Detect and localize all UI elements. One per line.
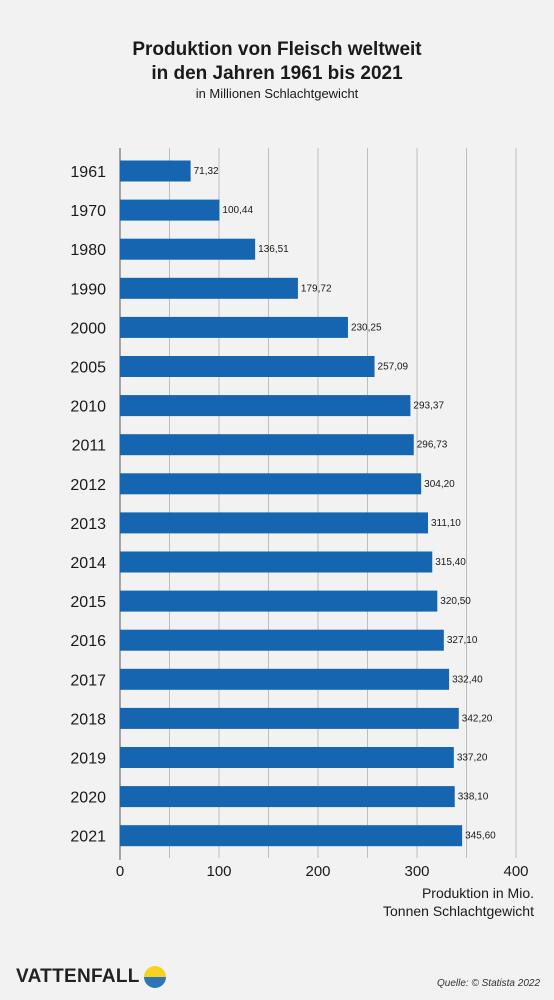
bar [120, 668, 450, 690]
data-label: 327,10 [447, 635, 478, 646]
bar [120, 707, 459, 729]
chart-subtitle: in Millionen Schlachtgewicht [195, 86, 359, 101]
bar [120, 160, 191, 182]
bar [120, 551, 433, 573]
data-label: 257,09 [378, 362, 409, 373]
bar [120, 395, 411, 417]
bar [120, 473, 422, 495]
bar-chart: 0 100 200 300 400 1961 71,32 1970 100,44 1980 136,… [70, 148, 529, 880]
brand-name: VATTENFALL [16, 966, 140, 987]
data-label: 338,10 [458, 792, 489, 803]
bar [120, 238, 256, 260]
x-tick-label: 100 [206, 863, 231, 880]
category-label: 1970 [70, 203, 106, 220]
bar [120, 434, 414, 456]
data-label: 342,20 [462, 713, 493, 724]
bar [120, 629, 444, 651]
data-label: 337,20 [457, 753, 488, 764]
data-label: 296,73 [417, 440, 448, 451]
bar [120, 747, 454, 768]
category-label: 2021 [70, 829, 106, 846]
bar [120, 356, 375, 377]
data-label: 230,25 [351, 322, 382, 333]
data-label: 345,60 [465, 831, 496, 842]
chart-title: Produktion von Fleisch weltweit in den J… [0, 38, 554, 86]
category-label: 2020 [70, 790, 106, 807]
category-label: 2014 [70, 555, 106, 572]
bar [120, 277, 298, 299]
data-label: 320,50 [440, 596, 471, 607]
category-label: 2012 [70, 477, 106, 494]
data-label: 311,10 [431, 518, 461, 529]
brand-mark-icon [143, 966, 166, 988]
category-label: 2005 [70, 360, 106, 377]
category-label: 2016 [70, 633, 106, 650]
data-label: 293,37 [413, 401, 444, 412]
category-label: 2017 [70, 672, 106, 689]
data-label: 332,40 [452, 674, 483, 685]
bar [120, 825, 463, 847]
data-label: 100,44 [222, 205, 253, 216]
data-label: 304,20 [424, 479, 455, 490]
x-tick-label: 0 [116, 863, 124, 880]
bar [120, 316, 348, 338]
category-label: 2015 [70, 594, 106, 611]
vattenfall-logo: VATTENFALL [16, 966, 166, 988]
category-label: 2000 [70, 320, 106, 337]
x-tick-label: 400 [503, 863, 528, 880]
data-label: 71,32 [194, 166, 219, 177]
bar [120, 786, 455, 808]
x-tick-label: 300 [404, 863, 429, 880]
bar [120, 199, 220, 221]
x-axis-label: Produktion in Mio. Tonnen Schlachtgewich… [383, 884, 534, 920]
x-axis-label-line-1: Produktion in Mio. [421, 885, 534, 901]
x-axis-label-line-2: Tonnen Schlachtgewicht [383, 903, 534, 919]
chart-title-line-1: Produktion von Fleisch weltweit [132, 39, 422, 60]
source-note: Quelle: © Statista 2022 [437, 978, 540, 989]
chart-title-line-2: in den Jahren 1961 bis 2021 [151, 63, 403, 84]
category-label: 1980 [70, 242, 106, 259]
bar [120, 512, 428, 534]
bar [120, 590, 438, 612]
category-label: 2019 [70, 751, 106, 768]
category-label: 1961 [70, 164, 106, 181]
category-label: 2013 [70, 516, 106, 533]
category-label: 1990 [70, 281, 106, 298]
data-label: 179,72 [301, 283, 332, 294]
x-tick-label: 200 [305, 863, 330, 880]
category-label: 2011 [72, 438, 107, 455]
data-label: 136,51 [258, 244, 289, 255]
category-label: 2010 [70, 399, 106, 416]
data-label: 315,40 [435, 557, 466, 568]
category-label: 2018 [70, 711, 106, 728]
